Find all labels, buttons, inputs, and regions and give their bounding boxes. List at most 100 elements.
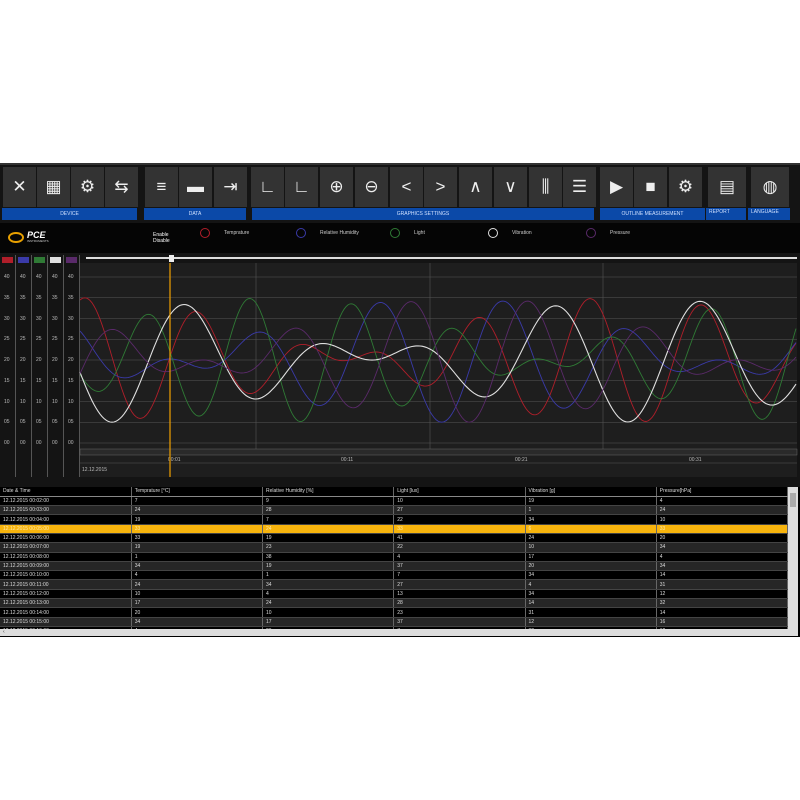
- table-cell: 31: [656, 579, 789, 590]
- chevron-left-button[interactable]: <: [390, 167, 423, 207]
- chevron-down-button[interactable]: ∨: [494, 167, 527, 207]
- table-row[interactable]: 12.12.2015 00:04:00 19 7 22 34 10: [0, 514, 789, 525]
- y-tick: 40: [36, 274, 42, 280]
- table-cell: 24: [131, 505, 264, 516]
- chevron-up-button[interactable]: ∧: [459, 167, 492, 207]
- y-tick: 05: [52, 419, 58, 426]
- column-header[interactable]: Light [lux]: [393, 487, 526, 497]
- table-cell: 19: [131, 514, 264, 525]
- table-cell: 22: [393, 514, 526, 525]
- x-tick: 00:11: [341, 457, 353, 463]
- table-cell: 10: [656, 514, 789, 525]
- plot-background: [80, 263, 797, 477]
- series-line-relative-humidity: [79, 300, 797, 423]
- slider-handle[interactable]: [169, 255, 174, 262]
- table-row[interactable]: 12.12.2015 00:11:00 24 34 27 4 31: [0, 579, 789, 590]
- legend-light[interactable]: Light: [390, 228, 425, 238]
- table-cell: 34: [131, 561, 264, 572]
- y-tick: 20: [52, 357, 58, 363]
- chart-scrollbar[interactable]: [79, 448, 798, 456]
- table-cell: 12.12.2015 00:14:00: [0, 607, 132, 618]
- report-button[interactable]: ▤: [708, 167, 746, 207]
- column-header[interactable]: Temprature [°C]: [131, 487, 264, 497]
- close-button[interactable]: ✕: [3, 167, 36, 207]
- chart-area: 40 35 30 25 20 15 10 05 00 40 35 30 25 20 15 10 05 00 40 35…: [0, 255, 800, 477]
- table-row[interactable]: 12.12.2015 00:15:00 34 17 37 12 16: [0, 617, 789, 627]
- play-button[interactable]: ▶: [600, 167, 633, 207]
- section-outline-measurement[interactable]: OUTLINE MEASUREMENT: [600, 208, 705, 220]
- settings-button[interactable]: ⚙: [669, 167, 702, 207]
- table-row[interactable]: 12.12.2015 00:13:00 17 24 28 14 32: [0, 598, 789, 609]
- table-cell: 37: [393, 561, 526, 572]
- check-icon[interactable]: [488, 228, 498, 238]
- y-tick: 15: [52, 377, 58, 384]
- horizontal-scrollbar[interactable]: ‹: [0, 629, 798, 636]
- section-data[interactable]: DATA: [144, 208, 246, 220]
- section-graphics-settings[interactable]: GRAPHICS SETTINGS: [252, 208, 594, 220]
- table-row[interactable]: 12.12.2015 00:03:00 24 28 27 1 24: [0, 505, 789, 516]
- section-report[interactable]: REPORT: [706, 208, 746, 220]
- table-row[interactable]: 12.12.2015 00:07:00 19 23 22 10 34: [0, 542, 789, 553]
- gear-button[interactable]: ⚙: [71, 167, 104, 207]
- table-row[interactable]: 12.12.2015 00:10:00 4 1 7 34 14: [0, 570, 789, 581]
- chevron-right-button[interactable]: >: [424, 167, 457, 207]
- calculator-button[interactable]: ▦: [37, 167, 70, 207]
- table-cell: 12.12.2015 00:13:00: [0, 598, 132, 609]
- table-row[interactable]: 12.12.2015 00:12:00 10 4 13 34 12: [0, 589, 789, 600]
- zoom-out-button[interactable]: ⊖: [355, 167, 388, 207]
- play-icon: ▶: [609, 177, 624, 196]
- y-tick: 25: [20, 336, 26, 343]
- section-device[interactable]: DEVICE: [2, 208, 137, 220]
- folder-button[interactable]: ▬: [179, 167, 212, 207]
- legend-relative-humidity[interactable]: Relative Humidity: [296, 228, 359, 238]
- legend-temprature[interactable]: Temprature: [200, 228, 249, 238]
- column-header[interactable]: Relative Humidity [%]: [262, 487, 395, 497]
- table-cell: 9: [262, 496, 395, 507]
- table-row[interactable]: 12.12.2015 00:14:00 20 10 23 31 14: [0, 607, 789, 618]
- y-tick: 30: [52, 315, 58, 322]
- section-language[interactable]: LANGUAGE: [748, 208, 790, 220]
- axis-l-2-icon: ∟: [293, 177, 310, 196]
- y-tick: 00: [68, 440, 74, 446]
- table-row[interactable]: 12.12.2015 00:08:00 1 38 4 17 4: [0, 552, 789, 562]
- table-cell: 12.12.2015 00:15:00: [0, 617, 132, 627]
- legend-pressure[interactable]: Pressure: [586, 228, 630, 238]
- series-line-pressure: [79, 300, 797, 423]
- legend-vibration[interactable]: Vibration: [488, 228, 532, 238]
- y-tick: 15: [36, 377, 42, 384]
- table-cell: 24: [262, 524, 395, 535]
- legend-label: Relative Humidity: [320, 230, 359, 236]
- column-header[interactable]: Pressure[hPa]: [656, 487, 789, 497]
- table-cell: 12.12.2015 00:04:00: [0, 514, 132, 525]
- globe-button[interactable]: ◍: [751, 167, 789, 207]
- check-icon[interactable]: [296, 228, 306, 238]
- axis-l-button[interactable]: ∟: [251, 167, 284, 207]
- table-row[interactable]: 12.12.2015 00:06:00 33 19 41 24 20: [0, 533, 789, 544]
- column-header[interactable]: Vibration [g]: [525, 487, 657, 497]
- export-table-button[interactable]: ⇥: [214, 167, 247, 207]
- zoom-in-button[interactable]: ⊕: [320, 167, 353, 207]
- table-row[interactable]: 12.12.2015 00:09:00 34 19 37 20 34: [0, 561, 789, 572]
- y-tick: 30: [4, 315, 10, 322]
- table-cell: 24: [262, 598, 395, 609]
- y-axis-4: 40 35 30 25 20 15 10 05 00: [48, 255, 64, 477]
- device-to-monitor-button[interactable]: ⇆: [105, 167, 138, 207]
- check-icon[interactable]: [390, 228, 400, 238]
- vertical-scrollbar[interactable]: [788, 487, 798, 629]
- stop-button[interactable]: ■: [634, 167, 667, 207]
- table-cell: 12.12.2015 00:03:00: [0, 505, 132, 516]
- axis-l-2-button[interactable]: ∟: [285, 167, 318, 207]
- line-plot[interactable]: 00:01 00:11 00:21 00:31 12.12.2015: [0, 255, 800, 477]
- table-row[interactable]: 12.12.2015 00:05:00 33 24 33 6 33: [0, 524, 789, 535]
- check-icon[interactable]: [586, 228, 596, 238]
- check-icon[interactable]: [200, 228, 210, 238]
- horizontal-grid-button[interactable]: ☰: [563, 167, 596, 207]
- table-cell: 19: [131, 542, 264, 553]
- y-tick: 40: [4, 274, 10, 280]
- database-button[interactable]: ≡: [145, 167, 178, 207]
- vertical-grid-button[interactable]: ⫼: [529, 167, 562, 207]
- table-cell: 4: [131, 570, 264, 581]
- column-header[interactable]: Date & Time: [0, 487, 132, 497]
- table-cell: 33: [656, 524, 789, 535]
- table-row[interactable]: 12.12.2015 00:02:00 7 9 10 19 4: [0, 496, 789, 507]
